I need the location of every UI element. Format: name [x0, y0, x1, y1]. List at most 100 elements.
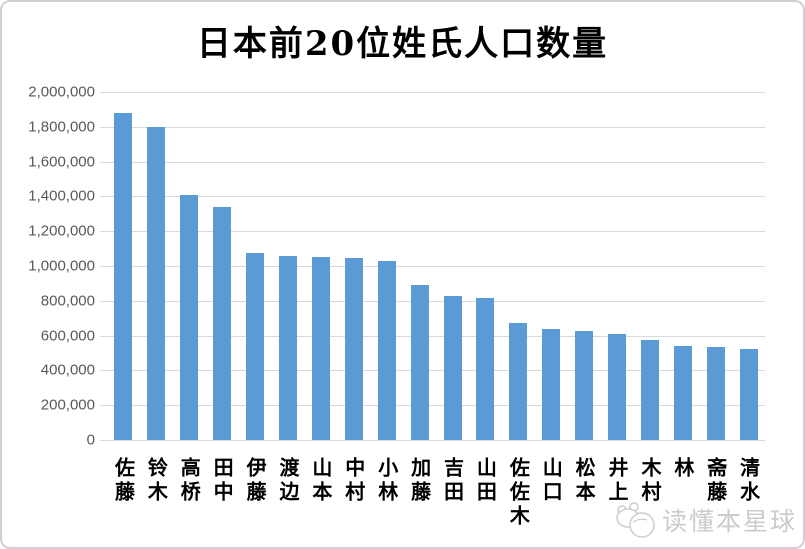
bar-slot — [634, 92, 667, 440]
bar — [706, 346, 725, 440]
y-axis-tick-label: 0 — [86, 431, 95, 449]
x-axis-category-label: 铃木 — [144, 457, 169, 505]
bar — [147, 126, 166, 440]
gridline — [100, 162, 765, 163]
x-axis-category-labels: 佐藤 铃木 高桥 田中 伊藤 渡边 山本 中村 小林 加藤 吉田 山田 佐佐木 山口 松本 井上 木村林斋藤 清水 — [107, 457, 765, 529]
x-axis-category-label: 佐佐木 — [506, 457, 531, 529]
bar-slot — [304, 92, 337, 440]
bar-slot — [436, 92, 469, 440]
x-label-slot: 井上 — [601, 457, 634, 529]
bar-slot — [370, 92, 403, 440]
y-axis-tick-label: 1,400,000 — [28, 187, 95, 205]
panda-globe-logo-icon — [616, 502, 655, 538]
bar-slot — [469, 92, 502, 440]
bar — [575, 331, 594, 440]
x-label-slot: 佐藤 — [107, 457, 140, 529]
bar-slot — [173, 92, 206, 440]
gridline — [100, 92, 765, 93]
gridline — [100, 196, 765, 197]
gridline — [100, 405, 765, 406]
bar-slot — [206, 92, 239, 440]
bar — [180, 194, 199, 440]
x-label-slot: 铃木 — [140, 457, 173, 529]
gridline — [100, 127, 765, 128]
x-axis-category-label: 木村 — [637, 457, 662, 505]
x-axis-category-label: 山口 — [539, 457, 564, 505]
bar — [476, 298, 495, 440]
bar-slot — [140, 92, 173, 440]
watermark-text: 读懂本星球 — [661, 507, 797, 536]
bar — [608, 333, 627, 440]
x-label-slot: 小林 — [370, 457, 403, 529]
bar — [673, 346, 692, 440]
x-axis-category-label: 松本 — [572, 457, 597, 505]
bar — [410, 285, 429, 440]
gridline — [100, 440, 765, 441]
bar-slot — [535, 92, 568, 440]
x-axis-category-label: 吉田 — [440, 457, 465, 505]
x-axis-category-label: 渡边 — [275, 457, 300, 505]
x-axis-category-label: 小林 — [374, 457, 399, 505]
bar — [213, 206, 232, 440]
x-label-slot: 木村 — [634, 457, 667, 529]
gridline — [100, 266, 765, 267]
bar — [443, 295, 462, 440]
bar-slot — [403, 92, 436, 440]
gridline — [100, 231, 765, 232]
y-axis-tick-label: 2,000,000 — [28, 83, 95, 101]
x-label-slot: 林 — [666, 457, 699, 529]
y-axis-tick-label: 1,000,000 — [28, 257, 95, 275]
watermark: 读懂本星球 — [615, 501, 797, 539]
x-axis-category-label: 林 — [670, 457, 695, 481]
x-axis-category-label: 伊藤 — [243, 457, 268, 505]
x-label-slot: 田中 — [206, 457, 239, 529]
y-axis-tick-label: 1,200,000 — [28, 222, 95, 240]
y-axis-tick-label: 1,800,000 — [28, 118, 95, 136]
y-axis-tick-label: 800,000 — [40, 292, 95, 310]
x-axis-category-label: 中村 — [341, 457, 366, 505]
bar — [246, 253, 265, 440]
bar-slot — [107, 92, 140, 440]
bar — [377, 260, 396, 440]
y-axis-tick-label: 400,000 — [40, 361, 95, 379]
bar — [640, 340, 659, 440]
x-axis-category-label: 加藤 — [407, 457, 432, 505]
x-label-slot: 斋藤 — [699, 457, 732, 529]
x-axis-category-label: 斋藤 — [703, 457, 728, 505]
x-axis-category-label: 山本 — [308, 457, 333, 505]
x-label-slot: 佐佐木 — [502, 457, 535, 529]
x-axis-category-label: 清水 — [736, 457, 761, 505]
bar-slot — [272, 92, 305, 440]
bar-slot — [239, 92, 272, 440]
x-label-slot: 松本 — [568, 457, 601, 529]
x-axis-category-label: 山田 — [473, 457, 498, 505]
plot-area: 2,000,000 1,800,000 1,600,000 1,400,000 1,20… — [28, 84, 765, 529]
bar-series — [107, 92, 765, 440]
bar — [114, 112, 133, 440]
y-axis-tick-label: 1,600,000 — [28, 153, 95, 171]
gridline — [100, 301, 765, 302]
bar — [739, 348, 758, 440]
x-axis-category-label: 高桥 — [177, 457, 202, 505]
bar-slot — [337, 92, 370, 440]
bar-slot — [568, 92, 601, 440]
chart-title: 日本前20位姓氏人口数量 — [196, 24, 609, 64]
bar — [542, 328, 561, 440]
x-label-slot: 山口 — [535, 457, 568, 529]
x-label-slot: 山本 — [304, 457, 337, 529]
bar-slot — [699, 92, 732, 440]
x-label-slot: 清水 — [732, 457, 765, 529]
bar-slot — [502, 92, 535, 440]
x-label-slot: 高桥 — [173, 457, 206, 529]
x-label-slot: 加藤 — [403, 457, 436, 529]
x-axis-category-label: 佐藤 — [111, 457, 136, 505]
x-axis-category-label: 田中 — [210, 457, 235, 505]
x-label-slot: 中村 — [337, 457, 370, 529]
y-axis-tick-label: 600,000 — [40, 327, 95, 345]
y-axis-tick-label: 200,000 — [40, 396, 95, 414]
x-label-slot: 伊藤 — [239, 457, 272, 529]
bar — [509, 323, 528, 440]
bar — [344, 258, 363, 440]
x-label-slot: 渡边 — [272, 457, 305, 529]
